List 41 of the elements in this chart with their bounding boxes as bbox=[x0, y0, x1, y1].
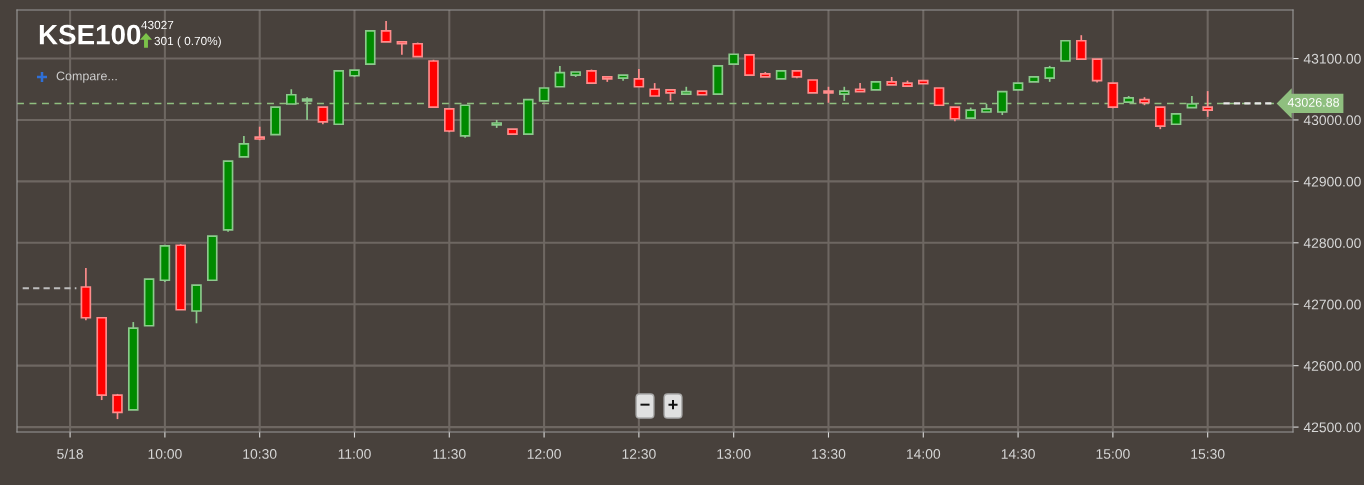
chart-title: KSE100 bbox=[39, 24, 141, 45]
candlestick bbox=[1075, 34, 1087, 60]
x-tick-label: 13:00 bbox=[717, 449, 751, 459]
x-tick-label: 13:30 bbox=[812, 449, 846, 459]
text: 43027 bbox=[141, 20, 174, 30]
y-tick-label: 42900.00 bbox=[1303, 176, 1361, 187]
annotation: Compare... bbox=[56, 71, 117, 83]
x-tick-label: 14:30 bbox=[1001, 449, 1035, 459]
annotation: + bbox=[668, 400, 678, 410]
y-tick-label: 42700.00 bbox=[1303, 299, 1361, 310]
x-tick-label: 15:30 bbox=[1191, 449, 1225, 459]
candlestick bbox=[554, 65, 566, 88]
candlestick bbox=[1154, 106, 1166, 131]
candlestick bbox=[1107, 82, 1119, 110]
candlestick bbox=[1202, 90, 1213, 118]
x-tick-label: 10:00 bbox=[148, 449, 182, 459]
x-tick-label: 14:00 bbox=[906, 449, 941, 459]
y-tick-label: 43000.00 bbox=[1303, 115, 1361, 126]
candlestick bbox=[380, 20, 392, 43]
x-tick-label: 12:00 bbox=[527, 449, 561, 459]
candlestick bbox=[1091, 58, 1103, 84]
y-tick-label: 43100.00 bbox=[1303, 53, 1361, 64]
x-tick-label: 15:00 bbox=[1096, 449, 1130, 459]
candlestick bbox=[238, 135, 250, 158]
annotation: 301 ( 0.70%) bbox=[154, 36, 221, 48]
y-tick-label: 42800.00 bbox=[1303, 238, 1361, 248]
x-tick-label: 11:30 bbox=[433, 449, 466, 459]
annotation: − bbox=[640, 403, 650, 406]
x-tick-label: 10:30 bbox=[243, 449, 277, 459]
candlestick bbox=[301, 96, 313, 121]
candlestick bbox=[396, 41, 408, 56]
y-tick-label: 42500.00 bbox=[1303, 422, 1361, 433]
candlestick bbox=[1060, 39, 1071, 62]
x-tick-label: 5/18 bbox=[57, 448, 83, 459]
x-tick-label: 12:30 bbox=[622, 449, 656, 459]
y-tick-label: 42600.00 bbox=[1303, 360, 1361, 371]
ref-line-label: 43026.88 bbox=[1287, 97, 1340, 107]
candlestick bbox=[744, 54, 755, 76]
x-tick-label: 11:00 bbox=[338, 449, 371, 459]
candlestick bbox=[996, 90, 1008, 116]
candlestick bbox=[112, 393, 123, 420]
